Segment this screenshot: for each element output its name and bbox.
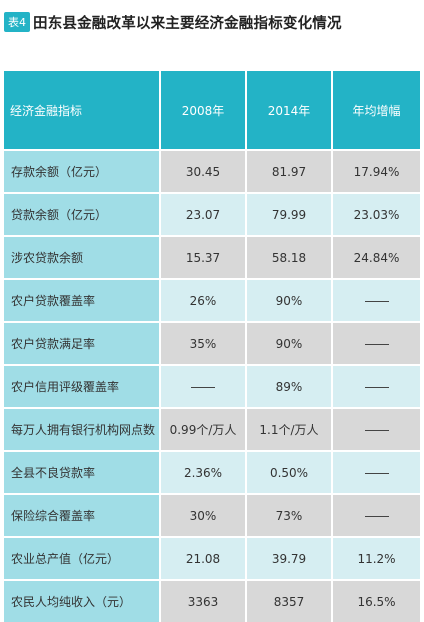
table-header-row: 经济金融指标 2008年 2014年 年均增幅 bbox=[4, 71, 420, 151]
indicator-label: 贷款余额（亿元） bbox=[4, 193, 161, 237]
table-row: 每万人拥有银行机构网点数 0.99个/万人 1.1个/万人 bbox=[4, 408, 420, 452]
dash-line-icon bbox=[364, 472, 389, 474]
value-2014: 58.18 bbox=[246, 236, 333, 280]
empty-value-cell bbox=[332, 408, 420, 452]
dash-line-icon bbox=[364, 343, 389, 345]
indicator-label: 农户贷款覆盖率 bbox=[4, 279, 161, 323]
table-row: 涉农贷款余额 15.37 58.18 24.84% bbox=[4, 236, 420, 280]
value-2014: 39.79 bbox=[246, 537, 333, 581]
indicator-table: 经济金融指标 2008年 2014年 年均增幅 存款余额（亿元） 30.45 81.… bbox=[4, 71, 420, 622]
indicator-label: 农民人均纯收入（元） bbox=[4, 580, 161, 622]
empty-value-cell bbox=[332, 279, 420, 323]
value-2014: 90% bbox=[246, 322, 333, 366]
indicator-label: 农户信用评级覆盖率 bbox=[4, 365, 161, 409]
indicator-label: 农业总产值（亿元） bbox=[4, 537, 161, 581]
indicator-label: 存款余额（亿元） bbox=[4, 150, 161, 194]
value-2008: 35% bbox=[160, 322, 247, 366]
value-2008: 21.08 bbox=[160, 537, 247, 581]
value-2008: 30% bbox=[160, 494, 247, 538]
table-row: 农户贷款满足率 35% 90% bbox=[4, 322, 420, 366]
indicator-label: 全县不良贷款率 bbox=[4, 451, 161, 495]
table-row: 农业总产值（亿元） 21.08 39.79 11.2% bbox=[4, 537, 420, 581]
indicator-label: 农户贷款满足率 bbox=[4, 322, 161, 366]
dash-line-icon bbox=[364, 386, 389, 388]
empty-value-cell bbox=[332, 365, 420, 409]
dash-line-icon bbox=[364, 429, 389, 431]
table-row: 农户信用评级覆盖率 89% bbox=[4, 365, 420, 409]
value-2014: 79.99 bbox=[246, 193, 333, 237]
indicator-label: 保险综合覆盖率 bbox=[4, 494, 161, 538]
table-number-badge: 表4 bbox=[4, 12, 30, 32]
value-2008: 23.07 bbox=[160, 193, 247, 237]
value-2014: 8357 bbox=[246, 580, 333, 622]
value-growth: 24.84% bbox=[332, 236, 420, 280]
value-2014: 89% bbox=[246, 365, 333, 409]
table-row: 保险综合覆盖率 30% 73% bbox=[4, 494, 420, 538]
table-row: 农民人均纯收入（元） 3363 8357 16.5% bbox=[4, 580, 420, 622]
indicator-label: 每万人拥有银行机构网点数 bbox=[4, 408, 161, 452]
value-2008: 2.36% bbox=[160, 451, 247, 495]
column-header-2008: 2008年 bbox=[160, 71, 247, 151]
value-growth: 11.2% bbox=[332, 537, 420, 581]
value-2014: 0.50% bbox=[246, 451, 333, 495]
dash-line-icon bbox=[191, 386, 215, 388]
dash-line-icon bbox=[364, 515, 389, 517]
column-header-growth: 年均增幅 bbox=[332, 71, 420, 151]
value-growth: 16.5% bbox=[332, 580, 420, 622]
value-2008: 30.45 bbox=[160, 150, 247, 194]
table-body: 存款余额（亿元） 30.45 81.97 17.94% 贷款余额（亿元） 23.07 79.… bbox=[4, 150, 420, 622]
table-row: 农户贷款覆盖率 26% 90% bbox=[4, 279, 420, 323]
table-row: 贷款余额（亿元） 23.07 79.99 23.03% bbox=[4, 193, 420, 237]
table-row: 全县不良贷款率 2.36% 0.50% bbox=[4, 451, 420, 495]
table-row: 存款余额（亿元） 30.45 81.97 17.94% bbox=[4, 150, 420, 194]
value-2014: 1.1个/万人 bbox=[246, 408, 333, 452]
dash-line-icon bbox=[364, 300, 389, 302]
value-growth: 17.94% bbox=[332, 150, 420, 194]
value-2014: 90% bbox=[246, 279, 333, 323]
empty-value-cell bbox=[332, 322, 420, 366]
value-2014: 81.97 bbox=[246, 150, 333, 194]
empty-value-cell bbox=[160, 365, 247, 409]
empty-value-cell bbox=[332, 494, 420, 538]
column-header-2014: 2014年 bbox=[246, 71, 333, 151]
value-2008: 3363 bbox=[160, 580, 247, 622]
empty-value-cell bbox=[332, 451, 420, 495]
table-title-bar: 表4 田东县金融改革以来主要经济金融指标变化情况 bbox=[4, 10, 342, 34]
value-2008: 15.37 bbox=[160, 236, 247, 280]
value-2008: 0.99个/万人 bbox=[160, 408, 247, 452]
value-2008: 26% bbox=[160, 279, 247, 323]
indicator-label: 涉农贷款余额 bbox=[4, 236, 161, 280]
page-title: 田东县金融改革以来主要经济金融指标变化情况 bbox=[33, 15, 342, 32]
value-2014: 73% bbox=[246, 494, 333, 538]
value-growth: 23.03% bbox=[332, 193, 420, 237]
column-header-indicator: 经济金融指标 bbox=[4, 71, 161, 151]
